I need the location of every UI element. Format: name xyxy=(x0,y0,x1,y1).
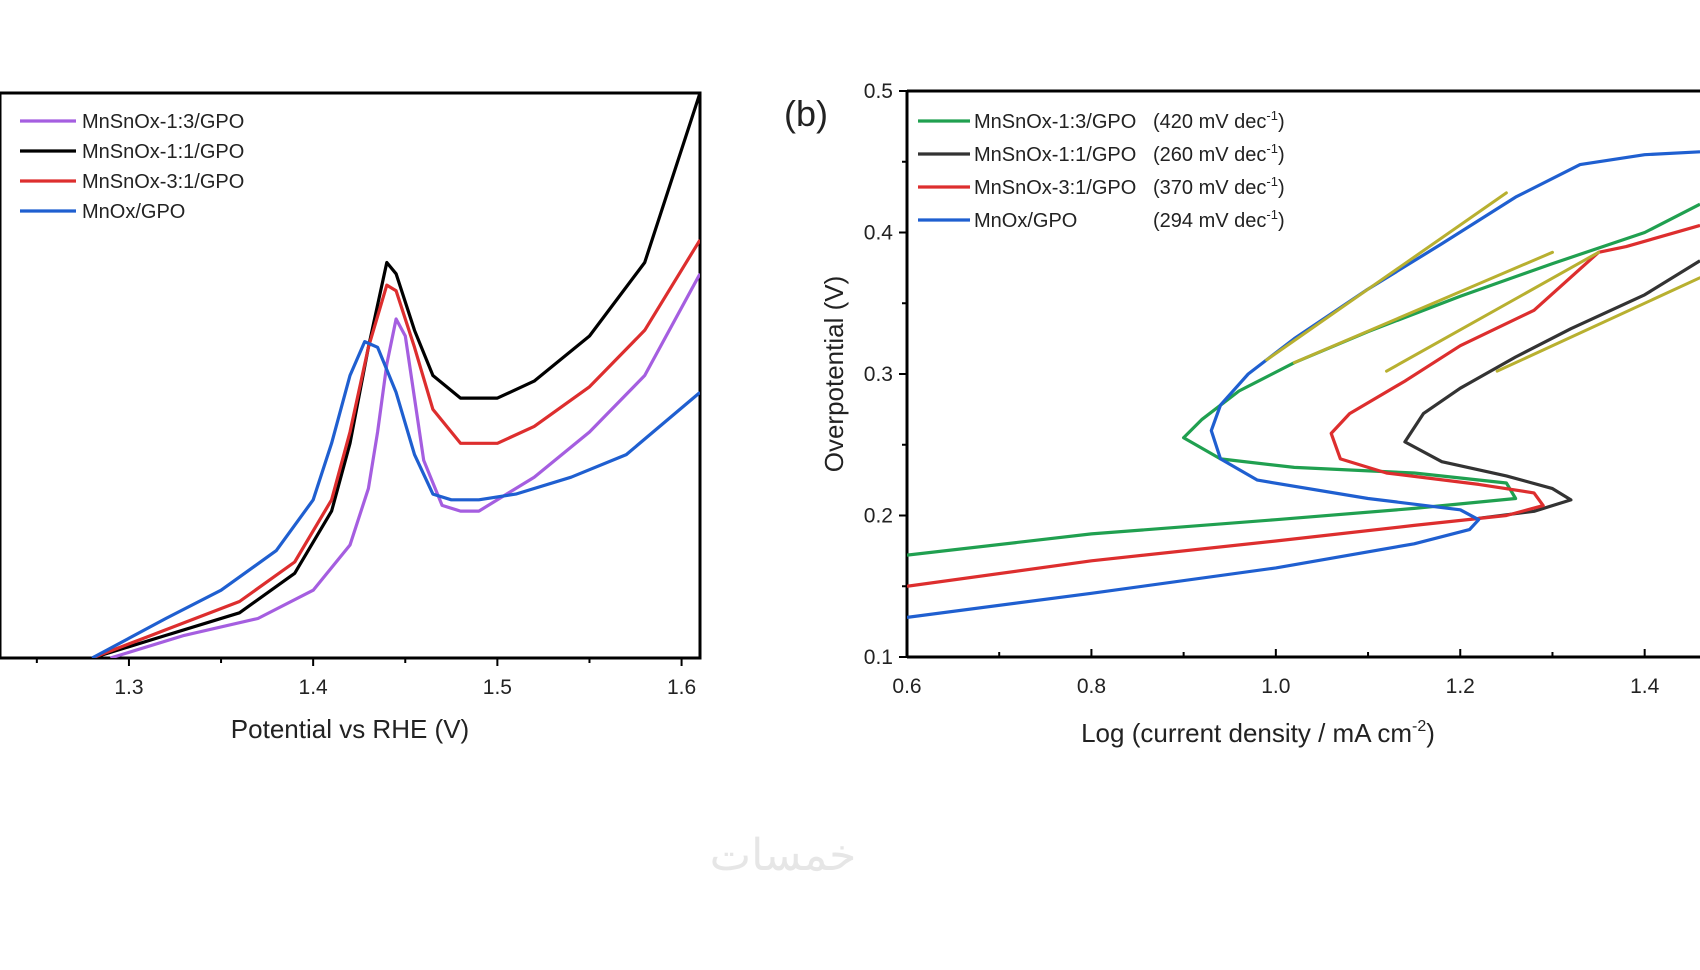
panel-a: 1.3 1.4 1.5 1.6 Potential vs RHE (V) MnSnOx… xyxy=(0,91,702,744)
panel-a-legend-label: MnSnOx-1:3/GPO xyxy=(82,111,244,133)
panel-a-plot-area xyxy=(0,91,702,660)
panel-b-x-tick-label: 0.8 xyxy=(1077,675,1106,698)
panel-b-tag: (b) xyxy=(784,93,828,134)
panel-b-x-axis-title: Log (current density / mA cm-2) xyxy=(1081,718,1435,748)
panel-a-series-mnsnox-1-3-gpo xyxy=(110,273,700,658)
panel-b-y-tick-label: 0.4 xyxy=(864,222,894,245)
panel-b-legend-label: MnOx/GPO xyxy=(974,210,1077,232)
panel-a-series-mnsnox-1-1-gpo xyxy=(91,93,700,658)
panel-b-x-tick-label: 0.6 xyxy=(892,675,921,698)
panel-b-legend-label: MnSnOx-1:1/GPO xyxy=(974,144,1136,166)
panel-b-legend-tafel-slope: (370 mV dec-1) xyxy=(1153,174,1285,199)
panel-a-series-mnox-gpo xyxy=(91,340,700,658)
panel-b-tafel-fit-line xyxy=(1495,276,1700,373)
panel-b-y-tick-label: 0.2 xyxy=(864,505,893,528)
panel-a-x-ticks: 1.3 1.4 1.5 1.6 xyxy=(35,658,696,699)
panel-b-tafel-fit-line xyxy=(1265,191,1508,362)
panel-a-legend-label: MnSnOx-3:1/GPO xyxy=(82,171,244,193)
panel-a-x-axis-title: Potential vs RHE (V) xyxy=(231,714,469,744)
panel-a-x-tick-label: 1.3 xyxy=(114,676,143,699)
panel-b-ticks: 0.6 0.8 1.0 1.2 1.4 0.1 0.2 0.3 0.4 0.5 xyxy=(864,80,1660,698)
panel-b-legend-label: MnSnOx-3:1/GPO xyxy=(974,177,1136,199)
panel-b-legend-tafel-slope: (294 mV dec-1) xyxy=(1153,207,1285,232)
panel-b-legend-tafel-slope: (420 mV dec-1) xyxy=(1153,108,1285,133)
panel-b-y-tick-label: 0.3 xyxy=(864,363,893,386)
panel-b-series-mnox-gpo xyxy=(907,150,1700,619)
panel-a-legend-label: MnSnOx-1:1/GPO xyxy=(82,141,244,163)
panel-b-series-mnsnox-3-1-gpo xyxy=(907,223,1700,588)
panel-b-y-tick-label: 0.1 xyxy=(864,646,893,669)
panel-b-y-tick-label: 0.5 xyxy=(864,80,893,103)
panel-a-legend: MnSnOx-1:3/GPO MnSnOx-1:1/GPO MnSnOx-3:1/G… xyxy=(20,111,244,223)
panel-b-series-mnsnox-1-1-gpo xyxy=(1403,259,1700,520)
panel-b-legend: MnSnOx-1:3/GPO (420 mV dec-1) MnSnOx-1:1/G… xyxy=(918,108,1285,232)
watermark-text: خمسات xyxy=(710,831,857,880)
panel-a-legend-label: MnOx/GPO xyxy=(82,201,185,223)
panel-a-series-mnsnox-3-1-gpo xyxy=(91,239,700,658)
panel-b: (b) 0.6 0.8 1.0 1.2 1.4 0.1 0.2 0.3 0.4 0.5 Overp… xyxy=(784,80,1700,748)
panel-b-tafel-fit-line xyxy=(1292,250,1554,365)
panel-b-x-tick-label: 1.4 xyxy=(1630,675,1660,698)
panel-b-legend-label: MnSnOx-1:3/GPO xyxy=(974,111,1136,133)
panel-a-x-tick-label: 1.6 xyxy=(667,676,696,699)
panel-b-x-tick-label: 1.0 xyxy=(1261,675,1290,698)
panel-b-x-tick-label: 1.2 xyxy=(1446,675,1475,698)
panel-a-x-tick-label: 1.5 xyxy=(483,676,512,699)
panel-b-series-mnsnox-1-3-gpo xyxy=(907,202,1700,557)
panel-a-x-tick-label: 1.4 xyxy=(299,676,329,699)
panel-b-y-axis-title: Overpotential (V) xyxy=(819,276,849,473)
panel-b-tafel-fit-line xyxy=(1384,250,1601,373)
panel-b-legend-tafel-slope: (260 mV dec-1) xyxy=(1153,141,1285,166)
